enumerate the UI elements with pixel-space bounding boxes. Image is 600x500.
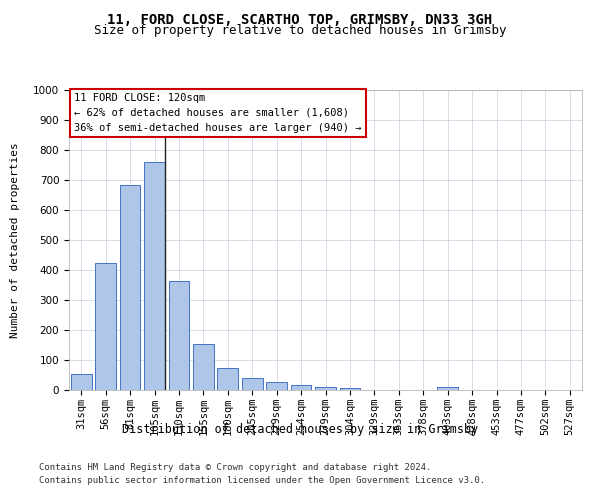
Y-axis label: Number of detached properties: Number of detached properties	[10, 142, 20, 338]
Bar	[217, 368, 238, 390]
Text: Size of property relative to detached houses in Grimsby: Size of property relative to detached ho…	[94, 24, 506, 37]
Text: Contains public sector information licensed under the Open Government Licence v3: Contains public sector information licen…	[39, 476, 485, 485]
Bar	[119, 184, 140, 390]
Bar	[266, 382, 287, 390]
Text: Distribution of detached houses by size in Grimsby: Distribution of detached houses by size …	[122, 422, 478, 436]
Bar	[437, 387, 458, 390]
Text: 11 FORD CLOSE: 120sqm
← 62% of detached houses are smaller (1,608)
36% of semi-d: 11 FORD CLOSE: 120sqm ← 62% of detached …	[74, 93, 362, 132]
Bar	[242, 378, 263, 390]
Bar	[169, 282, 190, 390]
Bar	[95, 264, 116, 390]
Bar	[71, 374, 92, 390]
Bar	[193, 344, 214, 390]
Text: 11, FORD CLOSE, SCARTHO TOP, GRIMSBY, DN33 3GH: 11, FORD CLOSE, SCARTHO TOP, GRIMSBY, DN…	[107, 12, 493, 26]
Bar	[144, 162, 165, 390]
Bar	[315, 387, 336, 390]
Text: Contains HM Land Registry data © Crown copyright and database right 2024.: Contains HM Land Registry data © Crown c…	[39, 462, 431, 471]
Bar	[290, 385, 311, 390]
Bar	[340, 388, 361, 390]
